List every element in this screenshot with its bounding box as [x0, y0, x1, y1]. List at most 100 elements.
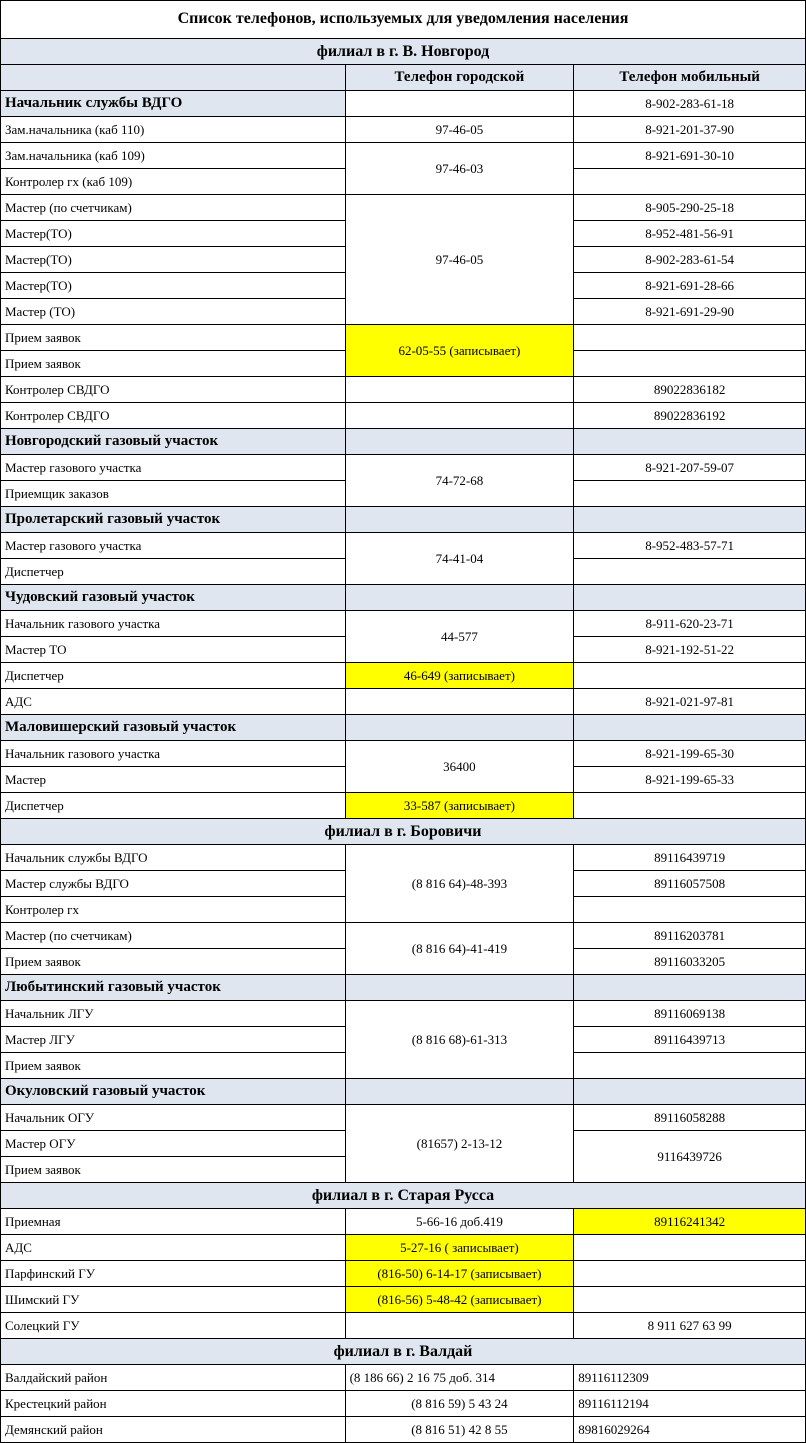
city-phone: (816-50) 6-14-17 (записывает) [345, 1261, 574, 1287]
city-phone: 36400 [345, 741, 574, 793]
section-okulov-gu: Окуловский газовый участок [1, 1079, 346, 1105]
mobile-phone: 8-921-691-29-90 [574, 299, 806, 325]
position: Демянский район [1, 1417, 346, 1443]
position: Начальник службы ВДГО [1, 91, 346, 117]
position: Мастер газового участка [1, 533, 346, 559]
position: Крестецкий район [1, 1391, 346, 1417]
blank [345, 715, 574, 741]
position: Зам.начальника (каб 110) [1, 117, 346, 143]
table-row: Приемная5-66-16 доб.41989116241342 [1, 1209, 806, 1235]
position: Прием заявок [1, 949, 346, 975]
mobile-phone [574, 169, 806, 195]
position: Мастер(ТО) [1, 247, 346, 273]
mobile-phone [574, 1053, 806, 1079]
blank [345, 585, 574, 611]
blank [345, 429, 574, 455]
mobile-phone: 89116112194 [574, 1391, 806, 1417]
branch-borovichi: филиал в г. Боровичи [1, 819, 806, 845]
mobile-phone: 9116439726 [574, 1131, 806, 1183]
blank [574, 1079, 806, 1105]
position: Зам.начальника (каб 109) [1, 143, 346, 169]
position: Парфинский ГУ [1, 1261, 346, 1287]
position: Мастер(ТО) [1, 273, 346, 299]
position: Мастер ЛГУ [1, 1027, 346, 1053]
section-proletar-gu: Пролетарский газовый участок [1, 507, 346, 533]
city-phone: 97-46-05 [345, 117, 574, 143]
city-phone: (8 816 64)-48-393 [345, 845, 574, 923]
position: Мастер (по счетчикам) [1, 923, 346, 949]
position: Контролер гх (каб 109) [1, 169, 346, 195]
city-phone: (8 816 68)-61-313 [345, 1001, 574, 1079]
table-row: Начальник газового участка364008-921-199… [1, 741, 806, 767]
mobile-phone: 8-921-207-59-07 [574, 455, 806, 481]
city-phone [345, 377, 574, 403]
mobile-phone: 89116058288 [574, 1105, 806, 1131]
mobile-phone: 8-952-481-56-91 [574, 221, 806, 247]
blank [574, 975, 806, 1001]
position: Контролер СВДГО [1, 377, 346, 403]
mobile-phone: 8-921-201-37-90 [574, 117, 806, 143]
table-row: Контролер СВДГО89022836192 [1, 403, 806, 429]
mobile-phone: 8-921-192-51-22 [574, 637, 806, 663]
mobile-phone: 8-902-283-61-54 [574, 247, 806, 273]
position: Прием заявок [1, 351, 346, 377]
position: Мастер службы ВДГО [1, 871, 346, 897]
position: Диспетчер [1, 559, 346, 585]
city-phone: (8 186 66) 2 16 75 доб. 314 [345, 1365, 574, 1391]
table-row: Мастер газового участка74-41-048-952-483… [1, 533, 806, 559]
city-phone: (816-56) 5-48-42 (записывает) [345, 1287, 574, 1313]
branch-valday: филиал в г. Валдай [1, 1339, 806, 1365]
mobile-phone: 89116241342 [574, 1209, 806, 1235]
position: Прием заявок [1, 325, 346, 351]
position: Начальник газового участка [1, 611, 346, 637]
city-phone: 74-41-04 [345, 533, 574, 585]
position: Диспетчер [1, 793, 346, 819]
city-phone: (8 816 64)-41-419 [345, 923, 574, 975]
blank [345, 507, 574, 533]
table-row: Валдайский район(8 186 66) 2 16 75 доб. … [1, 1365, 806, 1391]
phone-table: Список телефонов, используемых для уведо… [0, 0, 806, 1443]
position: Прием заявок [1, 1053, 346, 1079]
mobile-phone: 89022836192 [574, 403, 806, 429]
city-phone: 5-27-16 ( записывает) [345, 1235, 574, 1261]
mobile-phone: 89116439719 [574, 845, 806, 871]
mobile-phone: 8-921-691-28-66 [574, 273, 806, 299]
city-phone [345, 403, 574, 429]
city-phone: (8 816 51) 42 8 55 [345, 1417, 574, 1443]
mobile-phone [574, 1261, 806, 1287]
mobile-phone: 8-952-483-57-71 [574, 533, 806, 559]
blank [574, 429, 806, 455]
position: Шимский ГУ [1, 1287, 346, 1313]
position: Приемная [1, 1209, 346, 1235]
mobile-phone: 89116203781 [574, 923, 806, 949]
position: Прием заявок [1, 1157, 346, 1183]
position: Контролер гх [1, 897, 346, 923]
position: Приемщик заказов [1, 481, 346, 507]
table-row: Зам.начальника (каб 110)97-46-058-921-20… [1, 117, 806, 143]
position: Мастер [1, 767, 346, 793]
position: Начальник газового участка [1, 741, 346, 767]
city-phone: 62-05-55 (записывает) [345, 325, 574, 377]
position: Начальник ЛГУ [1, 1001, 346, 1027]
city-phone: 46-649 (записывает) [345, 663, 574, 689]
table-row: Начальник службы ВДГО 8-902-283-61-18 [1, 91, 806, 117]
city-phone [345, 91, 574, 117]
mobile-phone [574, 481, 806, 507]
table-row: Диспетчер33-587 (записывает) [1, 793, 806, 819]
table-row: Прием заявок62-05-55 (записывает) [1, 325, 806, 351]
table-row: Начальник газового участка44-5778-911-62… [1, 611, 806, 637]
mobile-phone: 89816029264 [574, 1417, 806, 1443]
mobile-phone: 8-902-283-61-18 [574, 91, 806, 117]
table-row: Парфинский ГУ(816-50) 6-14-17 (записывае… [1, 1261, 806, 1287]
table-row: Контролер СВДГО89022836182 [1, 377, 806, 403]
mobile-phone: 89116439713 [574, 1027, 806, 1053]
section-novgorod-gu: Новгородский газовый участок [1, 429, 346, 455]
table-row: Начальник службы ВДГО(8 816 64)-48-39389… [1, 845, 806, 871]
position: АДС [1, 689, 346, 715]
mobile-phone: 8-921-199-65-33 [574, 767, 806, 793]
position: Диспетчер [1, 663, 346, 689]
blank [574, 507, 806, 533]
mobile-phone [574, 793, 806, 819]
position: Мастер (ТО) [1, 299, 346, 325]
position: Валдайский район [1, 1365, 346, 1391]
